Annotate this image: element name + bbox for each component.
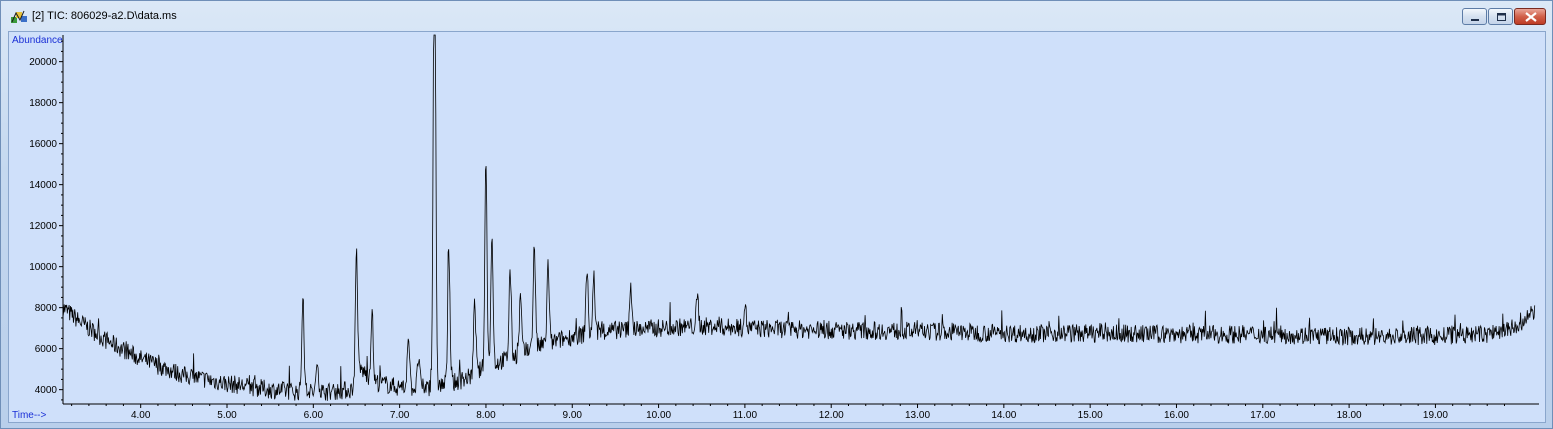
- x-tick-label: 10.00: [646, 410, 671, 421]
- y-tick-label: 14000: [29, 180, 57, 191]
- y-tick-label: 6000: [35, 344, 58, 355]
- tic-trace-line: [62, 34, 1536, 401]
- window-title: [2] TIC: 806029-a2.D\data.ms: [32, 10, 177, 22]
- y-tick-label: 18000: [29, 98, 57, 109]
- close-button[interactable]: [1514, 8, 1546, 25]
- y-tick-label: 20000: [29, 57, 57, 68]
- x-tick-label: 16.00: [1164, 410, 1189, 421]
- close-icon: [1525, 12, 1537, 22]
- maximize-icon: [1497, 13, 1506, 21]
- x-axis-label: Time-->: [12, 410, 47, 421]
- chromatogram-plot-area[interactable]: 4000 6000 8000 10000 12000 14000 16000 18000 200…: [8, 31, 1546, 423]
- x-tick-label: 13.00: [905, 410, 930, 421]
- x-tick-label: 11.00: [733, 410, 758, 421]
- tic-chart[interactable]: 4000 6000 8000 10000 12000 14000 16000 18000 200…: [9, 32, 1545, 422]
- x-tick-label: 12.00: [819, 410, 844, 421]
- x-tick-label: 4.00: [131, 410, 151, 421]
- x-tick-label: 19.00: [1423, 410, 1448, 421]
- x-tick-label: 17.00: [1250, 410, 1275, 421]
- plot-background: [9, 32, 1545, 422]
- x-tick-label: 5.00: [217, 410, 237, 421]
- x-tick-label: 9.00: [563, 410, 583, 421]
- y-tick-label: 10000: [29, 262, 57, 273]
- x-tick-label: 14.00: [991, 410, 1016, 421]
- x-tick-label: 8.00: [476, 410, 496, 421]
- title-bar[interactable]: [2] TIC: 806029-a2.D\data.ms: [1, 1, 1552, 31]
- x-tick-label: 15.00: [1078, 410, 1103, 421]
- minimize-icon: [1471, 19, 1479, 21]
- y-axis-label: Abundance: [12, 35, 63, 46]
- y-tick-label: 12000: [29, 221, 57, 232]
- x-tick-label: 6.00: [304, 410, 324, 421]
- y-tick-label: 4000: [35, 385, 58, 396]
- maximize-button[interactable]: [1488, 8, 1513, 25]
- chart-axes: 4000 6000 8000 10000 12000 14000 16000 18000 200…: [29, 35, 1539, 421]
- minimize-button[interactable]: [1462, 8, 1487, 25]
- x-tick-label: 7.00: [390, 410, 410, 421]
- y-tick-label: 8000: [35, 303, 58, 314]
- x-tick-label: 18.00: [1337, 410, 1362, 421]
- y-tick-label: 16000: [29, 139, 57, 150]
- chemstation-app-icon: [11, 10, 27, 23]
